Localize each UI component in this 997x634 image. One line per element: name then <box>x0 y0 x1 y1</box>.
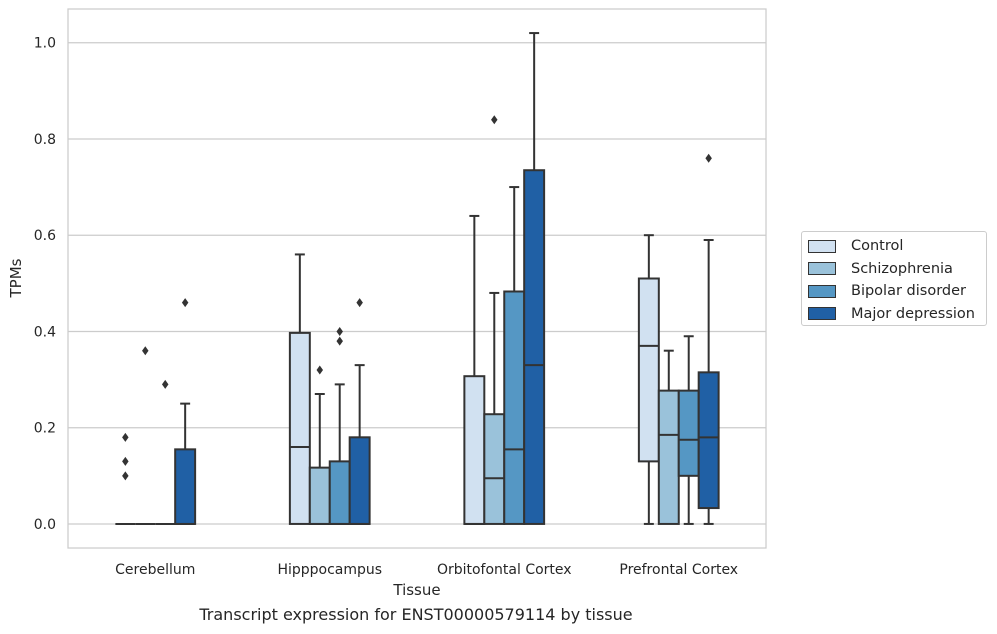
box-control <box>288 253 311 525</box>
plot-frame <box>67 8 767 549</box>
y-tick-label: 0.2 <box>34 421 56 437</box>
legend-swatch <box>808 284 836 298</box>
legend-label: Bipolar disorder <box>851 283 966 300</box>
legend: Control Schizophrenia Bipolar disorder Majo… <box>801 231 987 326</box>
box-body <box>463 375 486 525</box>
outlier-point <box>336 336 343 346</box>
outlier-point <box>161 379 169 389</box>
outlier-point <box>122 471 129 481</box>
box-body <box>328 460 351 525</box>
box-control <box>463 214 486 525</box>
box-control <box>115 432 136 525</box>
box-body <box>483 413 506 525</box>
outlier-point <box>122 432 129 442</box>
legend-swatch <box>808 307 836 321</box>
outlier-point <box>316 365 324 375</box>
legend-item: Major depression <box>808 303 986 326</box>
legend-label: Control <box>851 238 904 255</box>
x-tick-label: Orbitofontal Cortex <box>437 562 572 578</box>
legend-item: Schizophrenia <box>808 258 986 281</box>
y-tick-label: 0.0 <box>34 517 56 533</box>
legend-label: Major depression <box>851 305 975 322</box>
box-series <box>115 32 720 525</box>
figure-caption: Transcript expression for ENST0000057911… <box>199 605 633 624</box>
box-bipolar-disorder <box>677 335 700 525</box>
box-body <box>523 169 546 525</box>
y-tick-label: 0.8 <box>34 132 56 148</box>
box-body <box>657 389 680 525</box>
outlier-point <box>122 456 129 466</box>
box-control <box>637 234 660 525</box>
box-body <box>308 466 331 525</box>
x-axis-title: Tissue <box>392 581 440 599</box>
box-body <box>288 331 311 525</box>
y-tick-label: 0.6 <box>34 228 56 244</box>
y-axis-title: TPMs <box>7 258 25 298</box>
y-tick-label: 1.0 <box>34 36 56 52</box>
box-major-depression <box>697 153 720 525</box>
box-body <box>697 371 720 510</box>
box-body <box>677 389 700 477</box>
outlier-point <box>142 346 149 356</box>
box-schizophrenia <box>308 365 331 525</box>
box-schizophrenia <box>483 115 506 525</box>
outlier-point <box>181 298 189 308</box>
x-tick-label: Prefrontal Cortex <box>619 562 738 578</box>
outlier-point <box>356 298 363 308</box>
x-tick-label: Cerebellum <box>115 562 195 578</box>
legend-item: Control <box>808 235 986 258</box>
x-tick-label: Hipppocampus <box>277 562 382 578</box>
outlier-point <box>336 326 343 336</box>
box-body <box>637 277 660 463</box>
box-body <box>174 448 197 525</box>
box-major-depression <box>348 298 371 525</box>
box-major-depression <box>523 32 546 525</box>
box-body <box>503 290 526 525</box>
outlier-point <box>705 153 712 163</box>
y-tick-label: 0.4 <box>34 324 56 340</box>
box-major-depression <box>174 298 197 525</box>
x-tick-labels: Cerebellum Hipppocampus Orbitofontal Corte… <box>115 562 738 578</box>
box-bipolar-disorder <box>503 186 526 525</box>
box-bipolar-disorder <box>155 379 176 525</box>
legend-swatch <box>808 262 836 276</box>
box-bipolar-disorder <box>328 326 351 525</box>
legend-label: Schizophrenia <box>851 260 953 277</box>
legend-swatch <box>808 239 836 253</box>
outlier-point <box>491 115 498 125</box>
legend-item: Bipolar disorder <box>808 280 986 303</box>
box-schizophrenia <box>135 346 156 525</box>
box-schizophrenia <box>657 349 680 525</box>
box-body <box>348 436 371 525</box>
y-tick-labels: 0.0 0.2 0.4 0.6 0.8 1.0 <box>34 36 56 533</box>
